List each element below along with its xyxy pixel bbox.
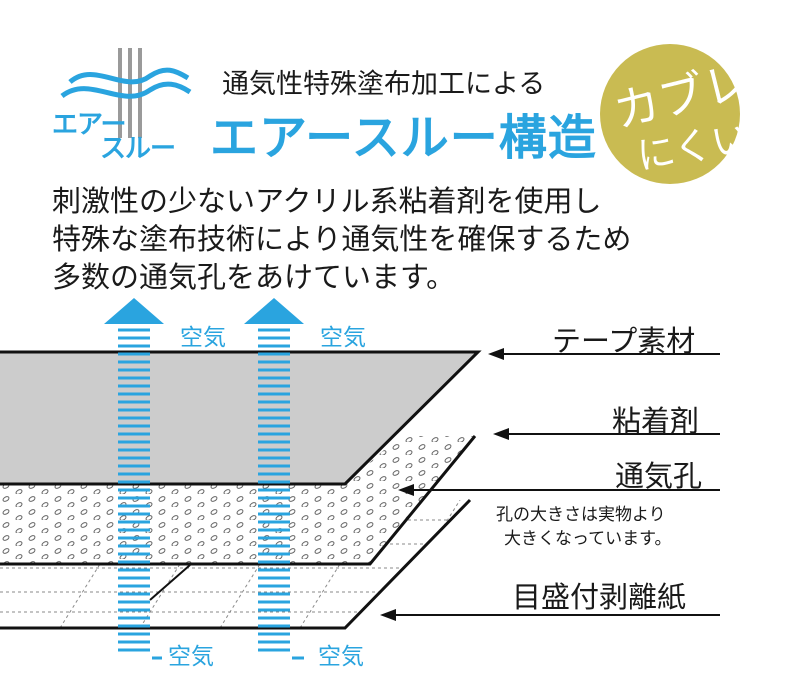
description-line3: 多数の通気孔をあけています。 (52, 260, 456, 294)
subtitle: 通気性特殊塗布加工による (222, 69, 546, 100)
pointer-arrows (380, 348, 720, 621)
label-adhesive: 粘着剤 (612, 404, 700, 438)
adhesive-layer (0, 435, 477, 566)
logo-text-line1: エアー (52, 110, 126, 140)
label-note-line2: 大きくなっています。 (504, 529, 672, 549)
air-through-logo-icon (60, 48, 192, 138)
page-title: エアースルー構造 (210, 110, 597, 166)
air-flow-column-left (104, 298, 164, 652)
air-label-top-right: 空気 (320, 325, 366, 351)
label-note-line1: 孔の大きさは実物より (496, 505, 666, 525)
badge-circle-icon (600, 44, 740, 184)
air-label-bottom-left: 空気 (168, 644, 214, 670)
label-release-paper: 目盛付剥離紙 (512, 580, 687, 614)
label-vent-hole: 通気孔 (615, 459, 703, 493)
air-flow-column-right (244, 298, 304, 652)
layer-structure-diagram (0, 298, 720, 660)
description-line1: 刺激性の少ないアクリル系粘着剤を使用し (52, 184, 602, 218)
logo-text-line2: スルー (100, 134, 176, 164)
air-label-bottom-right: 空気 (318, 644, 364, 670)
air-label-top-left: 空気 (180, 325, 226, 351)
description-line2: 特殊な塗布技術により通気性を確保するため (52, 222, 632, 256)
label-tape-material: テープ素材 (552, 324, 696, 358)
